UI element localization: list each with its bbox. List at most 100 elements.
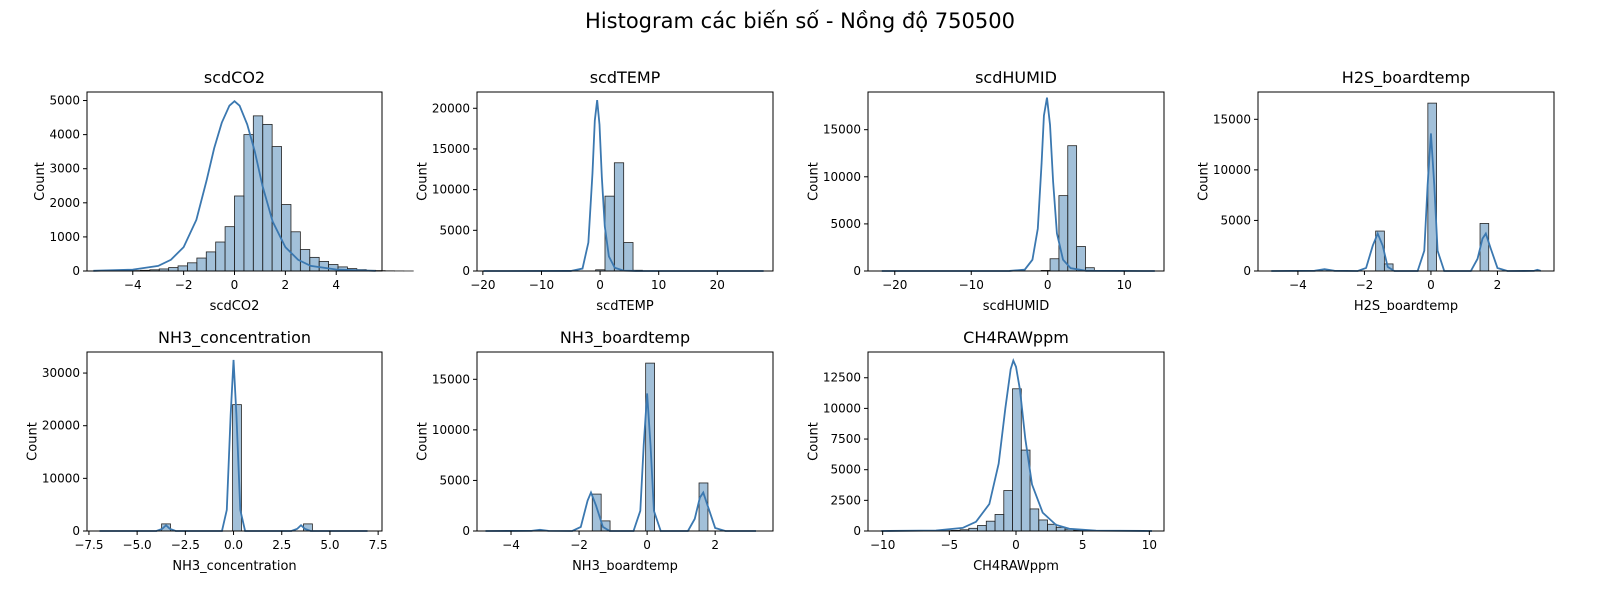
y-tick-label: 10000 [1213, 163, 1251, 177]
y-tick-label: 15000 [823, 123, 861, 137]
y-tick-label: 7500 [830, 432, 861, 446]
subplot-scdTEMP: −20 −10 0 10 20 0 5000 10000 15000 20000 scdTEMP sc… [416, 68, 774, 314]
x-tick-label: −5.0 [123, 538, 152, 552]
y-axis-label: Count [416, 422, 431, 461]
y-tick-label: 10000 [432, 183, 470, 197]
subplot-title: H2S_boardtemp [1342, 68, 1470, 88]
histogram-bar [168, 267, 179, 272]
histogram-bar [613, 162, 625, 272]
y-axis-label: Count [807, 162, 822, 201]
histogram-bar [290, 231, 301, 272]
histogram-bar [318, 261, 329, 272]
axes-frame [867, 91, 1165, 272]
histogram-bar [1067, 145, 1078, 272]
y-tick-label: 15000 [1213, 112, 1251, 126]
y-tick-label: 15000 [432, 142, 470, 156]
subplot-scdHUMID: −20 −10 0 10 0 5000 10000 15000 scdHUMID scdHUMID… [807, 68, 1165, 314]
subplot-title: NH3_concentration [158, 328, 311, 348]
y-tick-label: 20000 [42, 419, 80, 433]
histogram-bar [224, 226, 235, 272]
y-tick-label: 10000 [823, 401, 861, 415]
y-axis-label: Count [416, 162, 431, 201]
y-tick-label: 1000 [49, 230, 80, 244]
subplot-H2S_boardtemp: −4 −2 0 2 0 5000 10000 15000 H2S_boardtemp H2S_bo… [1197, 68, 1555, 314]
kde-curve [881, 357, 1153, 532]
y-axis-label: Count [26, 422, 41, 461]
x-tick-label: 0 [596, 278, 604, 292]
y-tick-label: 30000 [42, 366, 80, 380]
histogram-bar [271, 146, 282, 272]
histogram-bar [1049, 258, 1060, 272]
y-tick-label: 5000 [830, 217, 861, 231]
kde-curve [881, 97, 1155, 272]
x-tick-label: 2 [282, 278, 290, 292]
histogram-bar [994, 514, 1005, 532]
x-tick-label: −10 [959, 278, 984, 292]
x-tick-label: 10 [1117, 278, 1132, 292]
histogram-bar [215, 241, 226, 272]
histogram-bar [187, 262, 198, 272]
subplot-title: scdHUMID [975, 68, 1057, 87]
y-tick-label: 5000 [1220, 213, 1251, 227]
y-tick-label: 5000 [439, 473, 470, 487]
kde-curve [485, 393, 756, 532]
x-tick-label: 0 [1427, 278, 1435, 292]
y-tick-label: 0 [462, 524, 470, 538]
subplot-title: scdTEMP [590, 68, 661, 87]
axes-frame [476, 351, 774, 532]
y-axis-label: Count [33, 162, 48, 201]
x-tick-label: 2.5 [272, 538, 291, 552]
x-axis-label: NH3_boardtemp [572, 559, 678, 574]
histogram-bar [1047, 523, 1057, 532]
y-tick-label: 2000 [49, 196, 80, 210]
x-tick-label: −20 [470, 278, 495, 292]
histogram-bar [262, 123, 273, 272]
y-tick-label: 4000 [49, 128, 80, 142]
x-tick-label: 20 [710, 278, 725, 292]
histogram-bars [1375, 102, 1490, 272]
x-tick-label: −7.5 [74, 538, 103, 552]
histogram-bar [309, 256, 320, 272]
subplot-title: scdCO2 [204, 68, 265, 87]
axes-frame [86, 351, 383, 532]
y-tick-label: 3000 [49, 162, 80, 176]
histogram-bar [985, 520, 996, 532]
subplot-scdCO2: −4 −2 0 2 4 0 1000 2000 3000 4000 5000 scdCO2 scdCO2… [33, 68, 414, 314]
x-axis-label: scdCO2 [210, 299, 260, 314]
histogram-bars [585, 162, 671, 272]
x-tick-label: −20 [882, 278, 907, 292]
kde-curve [483, 100, 764, 272]
histogram-bar [177, 265, 188, 272]
x-tick-label: −2 [570, 538, 588, 552]
kde-curve [99, 359, 368, 532]
y-tick-label: 20000 [432, 101, 470, 115]
x-tick-label: −2 [1356, 278, 1374, 292]
x-tick-label: 0 [231, 278, 239, 292]
x-tick-label: 10 [1142, 538, 1157, 552]
x-tick-label: −10 [870, 538, 895, 552]
axes-frame [476, 91, 774, 272]
y-tick-label: 0 [853, 524, 861, 538]
x-tick-label: 0 [1012, 538, 1020, 552]
histogram-bar [698, 482, 709, 532]
y-tick-label: 5000 [830, 463, 861, 477]
histogram-bar [243, 134, 254, 272]
histogram-bar [252, 115, 264, 272]
y-axis-label: Count [1197, 162, 1212, 201]
y-tick-label: 10000 [42, 471, 80, 485]
histogram-bars [92, 115, 414, 272]
x-axis-label: CH4RAWppm [973, 559, 1059, 574]
axes-frame [1257, 91, 1555, 272]
subplot-title: CH4RAWppm [963, 328, 1069, 347]
histogram-bar [281, 204, 292, 272]
x-tick-label: 4 [332, 278, 340, 292]
y-tick-label: 10000 [823, 170, 861, 184]
kde-curve [93, 100, 376, 272]
y-tick-label: 15000 [432, 372, 470, 386]
histogram-bar [977, 525, 987, 532]
y-tick-label: 10000 [432, 423, 470, 437]
x-axis-label: H2S_boardtemp [1354, 299, 1458, 314]
y-tick-label: 0 [1243, 264, 1251, 278]
histogram-bar [623, 242, 634, 272]
histogram-bar [1479, 223, 1490, 272]
